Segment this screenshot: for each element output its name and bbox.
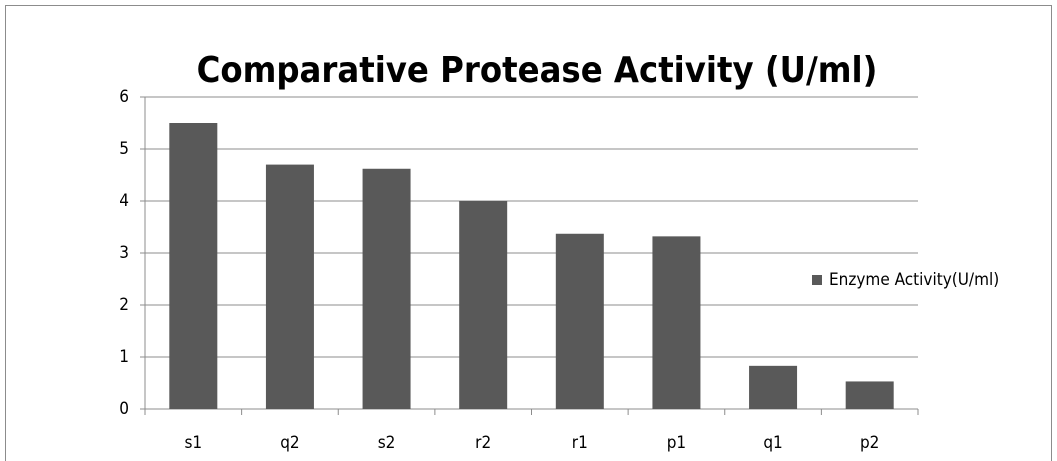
bar	[555, 233, 604, 409]
x-tick-label: r2	[475, 433, 491, 453]
chart-title: Comparative Protease Activity (U/ml)	[197, 50, 878, 91]
bar	[459, 201, 508, 409]
bar	[362, 168, 411, 409]
y-tick-label: 5	[119, 139, 129, 159]
x-tick-label: p2	[860, 433, 879, 453]
bar	[652, 236, 701, 409]
y-tick-label: 6	[119, 87, 129, 107]
y-tick-label: 3	[119, 243, 129, 263]
x-tick-label: r1	[572, 433, 588, 453]
y-tick-label: 1	[119, 347, 129, 367]
y-tick-label: 0	[119, 399, 129, 419]
x-tick-label: s2	[378, 433, 396, 453]
bar	[845, 381, 894, 409]
x-tick-label: s1	[184, 433, 202, 453]
x-tick-label: q1	[763, 433, 782, 453]
legend-swatch	[812, 275, 822, 285]
x-tick-label: p1	[667, 433, 686, 453]
bar	[749, 365, 798, 409]
legend-label: Enzyme Activity(U/ml)	[829, 270, 999, 290]
y-tick-label: 4	[119, 191, 129, 211]
bar	[265, 164, 314, 409]
x-tick-label: q2	[280, 433, 299, 453]
y-tick-label: 2	[119, 295, 129, 315]
bar	[169, 123, 218, 409]
